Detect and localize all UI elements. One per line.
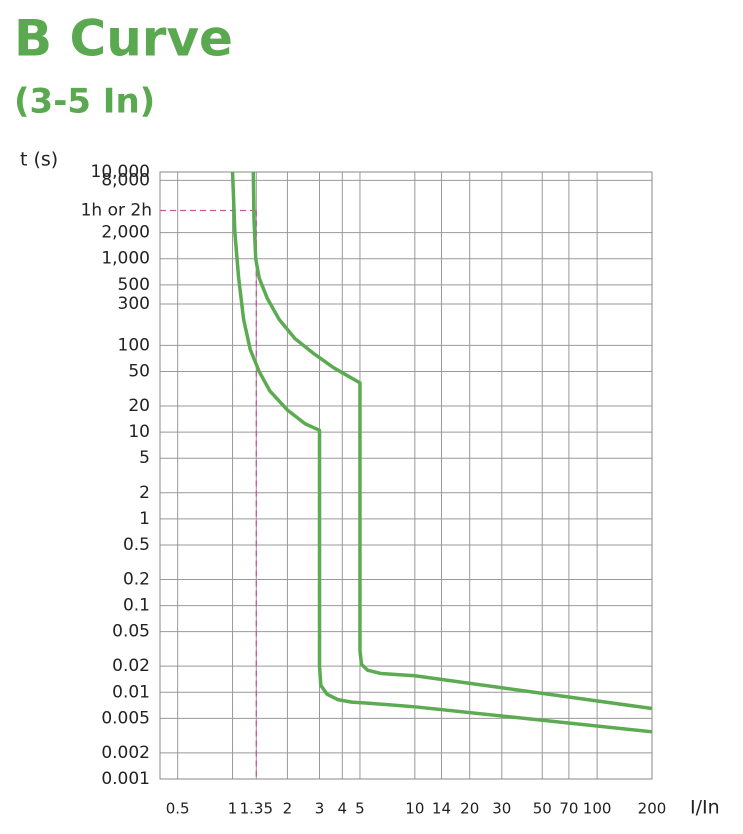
x-tick-label: 4: [338, 800, 348, 818]
y-tick-label: 300: [118, 294, 150, 314]
y-tick-label: 5: [139, 448, 150, 468]
x-tick-label: 70: [559, 800, 578, 818]
x-tick-label: 0.5: [166, 800, 190, 818]
y-tick-label: 10: [128, 422, 150, 442]
curve: [230, 171, 653, 734]
x-tick-label: 200: [638, 800, 667, 818]
y-tick-label: 100: [118, 335, 150, 355]
x-tick-label: 100: [583, 800, 612, 818]
annotation-label: 1h or 2h: [81, 200, 152, 220]
x-tick-label: 10: [405, 800, 424, 818]
y-tick-label: 10,000: [91, 162, 150, 182]
x-tick-label: 20: [460, 800, 479, 818]
x-axis-label: I/In: [690, 797, 720, 819]
x-tick-label: 1: [228, 800, 238, 818]
y-tick-label: 2: [139, 483, 150, 503]
y-tick-label: 50: [128, 362, 150, 382]
x-tick-label: 3: [315, 800, 325, 818]
y-tick-label: 8,000: [101, 170, 150, 190]
chart-subtitle: (3-5 In): [14, 82, 155, 122]
y-tick-label: 20: [128, 396, 150, 416]
y-tick-label: 0.002: [101, 743, 150, 763]
y-tick-label: 0.005: [101, 708, 150, 728]
y-tick-label: 500: [118, 275, 150, 295]
x-tick-label: 14: [432, 800, 451, 818]
y-tick-label: 0.01: [112, 682, 150, 702]
y-tick-label: 1,000: [101, 249, 150, 269]
plot-frame: [159, 171, 653, 780]
y-tick-label: 0.05: [112, 622, 150, 642]
x-tick-label: 1.35: [240, 800, 273, 818]
y-tick-label: 0.2: [123, 569, 150, 589]
x-tick-label: 50: [533, 800, 552, 818]
y-tick-label: 1: [139, 509, 150, 529]
curve: [251, 171, 653, 711]
y-tick-label: 0.001: [101, 769, 150, 789]
x-tick-label: 30: [492, 800, 511, 818]
y-tick-label: 2,000: [101, 223, 150, 243]
y-tick-label: 0.5: [123, 535, 150, 555]
y-tick-label: 0.02: [112, 656, 150, 676]
x-tick-label: 2: [283, 800, 293, 818]
y-axis-label: t (s): [20, 149, 58, 171]
chart-title: B Curve: [14, 10, 233, 68]
y-tick-label: 0.1: [123, 596, 150, 616]
x-tick-label: 5: [355, 800, 365, 818]
